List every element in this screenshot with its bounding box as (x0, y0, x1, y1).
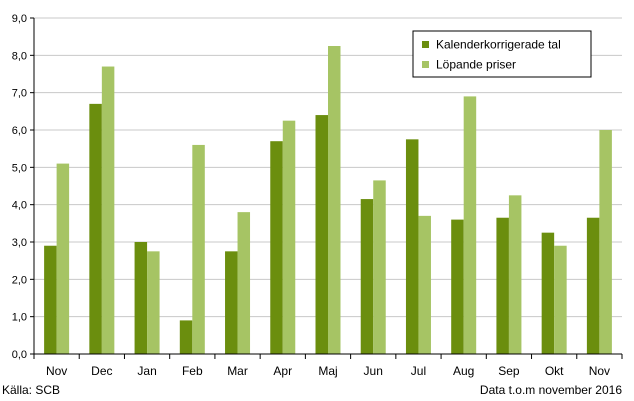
x-tick-label: Jul (411, 364, 426, 378)
bar-series-2 (147, 251, 160, 354)
bar-series-1 (179, 320, 193, 354)
bar-series-1 (134, 242, 148, 354)
bar-series-2 (101, 66, 115, 355)
x-tick-label: Nov (589, 364, 610, 378)
y-tick-label: 0,0 (12, 349, 27, 361)
bar-series-2 (373, 180, 386, 354)
y-tick-label: 3,0 (12, 237, 27, 249)
bar-series-1 (496, 217, 509, 354)
y-tick-label: 2,0 (12, 274, 27, 286)
bar-series-2 (599, 130, 612, 354)
x-tick-label: Aug (453, 364, 474, 378)
x-tick-label: Maj (318, 364, 337, 378)
legend-label-series-2: Löpande priser (436, 58, 516, 72)
x-tick-label: Dec (91, 364, 112, 378)
bar-series-1 (315, 115, 328, 354)
bar-series-2 (56, 163, 70, 354)
y-tick-label: 6,0 (12, 125, 27, 137)
source-note: Källa: SCB (2, 383, 61, 397)
x-tick-labels: Nov Dec Jan Feb Mar Apr Maj Jun Jul Aug Sep Okt Nov (46, 364, 610, 378)
legend-box (412, 30, 592, 78)
y-tick-label: 9,0 (12, 13, 27, 25)
legend: Kalenderkorrigerade tal Löpande priser (412, 30, 592, 78)
legend-swatch-series-2 (422, 61, 429, 68)
bar-series-2 (418, 215, 431, 354)
bars (44, 46, 612, 355)
bar-series-1 (89, 103, 102, 354)
x-tick-label: Mar (227, 364, 248, 378)
x-tick-label: Nov (46, 364, 67, 378)
bar-series-1 (225, 251, 238, 354)
bar-series-2 (237, 212, 251, 354)
y-tick-label: 7,0 (12, 88, 27, 100)
y-tick-label: 1,0 (12, 312, 27, 324)
data-period-note: Data t.o.m november 2016 (479, 383, 622, 397)
bar-series-2 (192, 144, 205, 354)
bar-series-1 (405, 139, 419, 354)
x-tick-label: Jun (364, 364, 383, 378)
y-tick-label: 5,0 (12, 162, 27, 174)
x-tick-label: Sep (498, 364, 520, 378)
y-tick-label: 4,0 (12, 200, 27, 212)
axes (30, 17, 623, 359)
x-tick-label: Jan (137, 364, 156, 378)
x-tick-label: Feb (182, 364, 203, 378)
bar-series-2 (282, 120, 296, 355)
bar-series-1 (360, 199, 374, 354)
bar-series-2 (508, 195, 522, 354)
bar-series-1 (270, 141, 283, 354)
y-tick-labels: 0,0 1,0 2,0 3,0 4,0 5,0 6,0 7,0 8,0 9,0 (12, 13, 27, 361)
x-tick-label: Okt (545, 364, 564, 378)
bar-series-1 (44, 245, 57, 354)
legend-swatch-series-1 (422, 41, 429, 48)
bar-series-2 (463, 96, 477, 355)
bar-series-2 (554, 245, 567, 354)
bar-series-2 (328, 46, 341, 354)
bar-series-1 (541, 232, 555, 354)
y-tick-label: 8,0 (12, 50, 27, 62)
x-tick-label: Apr (273, 364, 292, 378)
bar-series-1 (586, 217, 600, 354)
bar-series-1 (451, 219, 464, 354)
legend-label-series-1: Kalenderkorrigerade tal (436, 38, 561, 52)
